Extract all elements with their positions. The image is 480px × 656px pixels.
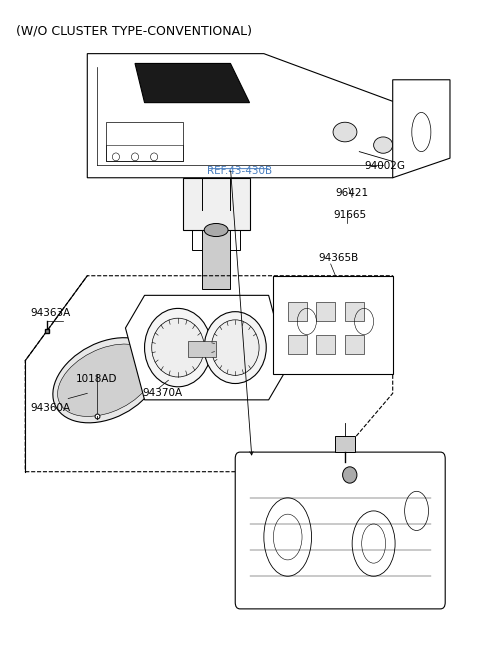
Ellipse shape <box>144 308 211 387</box>
Polygon shape <box>393 80 450 178</box>
Bar <box>288 335 307 354</box>
Polygon shape <box>274 276 393 374</box>
Bar <box>192 211 240 250</box>
Polygon shape <box>135 64 250 102</box>
Ellipse shape <box>204 224 228 237</box>
Bar <box>188 341 216 358</box>
Text: (W/O CLUSTER TYPE-CONVENTIONAL): (W/O CLUSTER TYPE-CONVENTIONAL) <box>16 24 252 37</box>
Bar <box>202 230 230 289</box>
Polygon shape <box>87 54 441 178</box>
Text: 91665: 91665 <box>333 211 366 220</box>
Bar <box>316 302 336 321</box>
Bar <box>336 436 355 452</box>
Text: 94363A: 94363A <box>30 308 70 318</box>
Ellipse shape <box>333 122 357 142</box>
Ellipse shape <box>204 312 266 384</box>
Bar <box>288 302 307 321</box>
Polygon shape <box>125 295 288 400</box>
Text: 94360A: 94360A <box>30 403 70 413</box>
Ellipse shape <box>343 467 357 483</box>
Ellipse shape <box>373 137 393 154</box>
Bar <box>345 335 364 354</box>
Text: 94365B: 94365B <box>319 253 359 262</box>
Bar <box>107 122 183 161</box>
Text: 96421: 96421 <box>336 188 369 197</box>
Ellipse shape <box>53 338 160 423</box>
Bar <box>107 145 183 161</box>
Text: 94370A: 94370A <box>142 388 182 398</box>
Polygon shape <box>183 178 250 230</box>
Ellipse shape <box>58 344 155 417</box>
Text: REF.43-430B: REF.43-430B <box>206 166 272 176</box>
Bar <box>316 335 336 354</box>
Text: 94002G: 94002G <box>364 161 405 171</box>
FancyBboxPatch shape <box>235 452 445 609</box>
Ellipse shape <box>152 318 204 377</box>
Bar <box>345 302 364 321</box>
Text: 1018AD: 1018AD <box>75 374 117 384</box>
Ellipse shape <box>211 320 259 375</box>
